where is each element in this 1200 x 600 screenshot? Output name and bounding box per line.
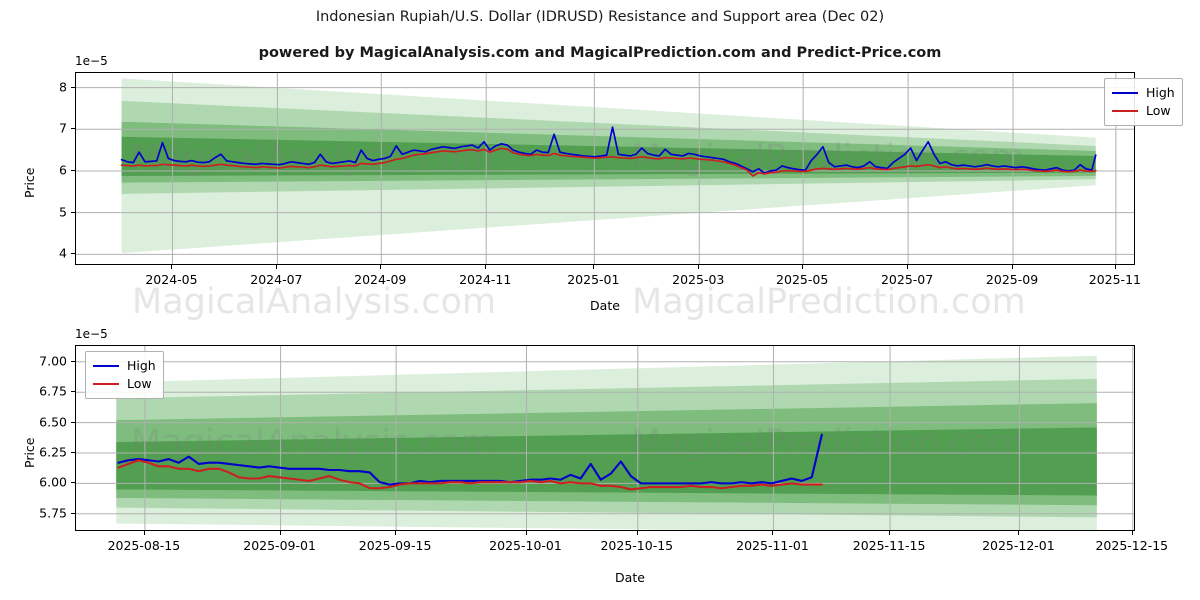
legend-swatch-low-lower [93, 383, 119, 385]
lower-xtick-mark [1131, 531, 1133, 535]
upper-ytick-mark [71, 169, 75, 171]
upper-ytick-mark [71, 128, 75, 130]
lower-xtick-mark [772, 531, 774, 535]
lower-xtick-label: 2025-12-15 [1095, 538, 1169, 553]
upper-xtick-label: 2024-09 [354, 272, 407, 287]
legend-label-low-lower: Low [127, 375, 152, 391]
upper-chart-axes: MagicalAnalysis.com MagicalPrediction.com [75, 72, 1135, 265]
lower-xtick-label: 2025-11-01 [736, 538, 809, 553]
lower-x-axis-label: Date [615, 570, 645, 585]
upper-ytick-mark [71, 253, 75, 255]
upper-xtick-mark [171, 265, 173, 269]
upper-xtick-mark [802, 265, 804, 269]
page-title: Indonesian Rupiah/U.S. Dollar (IDRUSD) R… [315, 9, 885, 25]
legend-label-high: High [1146, 84, 1175, 100]
upper-xtick-label: 2025-11 [1088, 272, 1141, 287]
legend-label-high-lower: High [127, 357, 156, 373]
lower-xtick-label: 2025-09-01 [243, 538, 316, 553]
legend-entry-low-lower[interactable]: Low [93, 375, 156, 393]
lower-xtick-label: 2025-12-01 [982, 538, 1055, 553]
lower-xtick-mark [279, 531, 281, 535]
upper-xtick-label: 2025-03 [672, 272, 725, 287]
upper-ytick-label: 7 [59, 120, 67, 136]
lower-xtick-mark [889, 531, 891, 535]
lower-ytick-mark [71, 482, 75, 484]
svg-text:MagicalAnalysis.com: MagicalAnalysis.com [131, 423, 495, 463]
upper-xtick-mark [1114, 265, 1116, 269]
lower-ytick-label: 6.00 [39, 474, 67, 490]
legend-swatch-high-lower [93, 365, 119, 367]
upper-xtick-label: 2025-07 [880, 272, 934, 287]
lower-chart-legend[interactable]: High Low [85, 351, 164, 399]
watermark-left-upper: MagicalAnalysis.com [132, 282, 497, 322]
upper-xtick-label: 2024-07 [250, 272, 303, 287]
upper-y-offset-label: 1e−5 [75, 54, 108, 68]
lower-plot-svg: MagicalAnalysis.com MagicalPrediction.com [76, 346, 1134, 530]
lower-ytick-label: 6.75 [39, 383, 67, 399]
lower-ytick-label: 7.00 [39, 353, 67, 369]
upper-xtick-label: 2025-05 [776, 272, 829, 287]
upper-xtick-mark [485, 265, 487, 269]
lower-y-offset-label: 1e−5 [75, 327, 108, 341]
upper-xtick-label: 2025-09 [985, 272, 1039, 287]
lower-ytick-mark [71, 360, 75, 362]
legend-label-low: Low [1146, 102, 1171, 118]
legend-swatch-high [1112, 92, 1138, 94]
legend-entry-high[interactable]: High [1112, 84, 1175, 102]
lower-ytick-label: 5.75 [39, 505, 67, 521]
lower-ytick-label: 6.50 [39, 414, 67, 430]
page-subtitle: powered by MagicalAnalysis.com and Magic… [258, 45, 942, 61]
upper-xtick-mark [593, 265, 595, 269]
lower-xtick-label: 2025-10-01 [489, 538, 562, 553]
lower-ytick-mark [71, 391, 75, 393]
upper-ytick-mark [71, 86, 75, 88]
lower-xtick-mark [525, 531, 527, 535]
lower-chart-axes: MagicalAnalysis.com MagicalPrediction.com [75, 345, 1135, 531]
lower-ytick-mark [71, 421, 75, 423]
lower-xtick-mark [636, 531, 638, 535]
upper-plot-svg: MagicalAnalysis.com MagicalPrediction.com [76, 73, 1134, 264]
legend-entry-high-lower[interactable]: High [93, 357, 156, 375]
upper-xtick-label: 2024-11 [459, 272, 512, 287]
lower-xtick-label: 2025-08-15 [107, 538, 181, 553]
lower-ytick-label: 6.25 [39, 444, 67, 460]
upper-plot-area: MagicalAnalysis.com MagicalPrediction.com [76, 73, 1134, 264]
lower-xtick-mark [143, 531, 145, 535]
upper-xtick-mark [276, 265, 278, 269]
lower-ytick-mark [71, 451, 75, 453]
upper-ytick-mark [71, 211, 75, 213]
upper-xtick-mark [907, 265, 909, 269]
svg-text:MagicalPrediction.com: MagicalPrediction.com [631, 423, 1025, 463]
upper-chart-legend[interactable]: High Low [1104, 78, 1183, 126]
watermark-right-upper: MagicalPrediction.com [632, 282, 1026, 322]
upper-ytick-label: 4 [59, 245, 67, 261]
upper-ytick-label: 8 [59, 79, 67, 95]
lower-xtick-label: 2025-11-15 [852, 538, 926, 553]
lower-ytick-mark [71, 512, 75, 514]
legend-swatch-low [1112, 110, 1138, 112]
upper-xtick-mark [1012, 265, 1014, 269]
lower-xtick-mark [1018, 531, 1020, 535]
lower-xtick-label: 2025-09-15 [358, 538, 432, 553]
legend-entry-low[interactable]: Low [1112, 102, 1175, 120]
lower-xtick-mark [395, 531, 397, 535]
upper-xtick-label: 2024-05 [145, 272, 198, 287]
lower-xtick-label: 2025-10-15 [600, 538, 674, 553]
upper-ytick-label: 6 [59, 162, 67, 178]
svg-text:MagicalAnalysis.com: MagicalAnalysis.com [131, 138, 495, 178]
upper-xtick-mark [380, 265, 382, 269]
lower-plot-area: MagicalAnalysis.com MagicalPrediction.com [76, 346, 1134, 530]
upper-xtick-label: 2025-01 [567, 272, 620, 287]
upper-x-axis-label: Date [590, 298, 620, 313]
upper-ytick-label: 5 [59, 204, 67, 220]
upper-xtick-mark [698, 265, 700, 269]
